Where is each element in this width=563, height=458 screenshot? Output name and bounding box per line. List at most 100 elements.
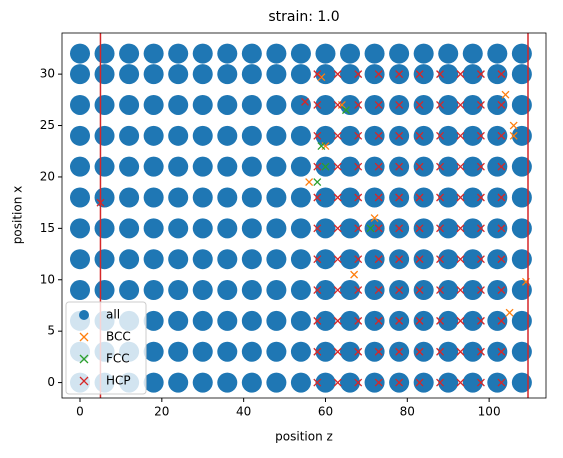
point: [217, 156, 238, 177]
point: [333, 131, 342, 140]
point: [354, 101, 363, 109]
point: [462, 218, 483, 239]
point: [413, 156, 434, 177]
y-tick-label: 5: [47, 324, 55, 338]
point: [436, 286, 444, 295]
point: [217, 310, 238, 331]
point: [436, 101, 444, 109]
point: [168, 310, 189, 331]
point: [487, 341, 508, 362]
point: [511, 187, 532, 208]
x-axis-label: position z: [275, 430, 333, 444]
x-tick-label: 60: [318, 405, 333, 419]
point: [462, 249, 483, 270]
point: [476, 255, 485, 264]
point: [333, 378, 342, 387]
legend-marker: [79, 354, 89, 364]
point: [476, 224, 485, 233]
point: [374, 101, 383, 109]
point: [315, 94, 336, 115]
point: [315, 218, 336, 239]
point: [340, 372, 361, 393]
point: [364, 94, 385, 115]
point: [456, 316, 465, 325]
legend-label: FCC: [106, 352, 130, 366]
point: [497, 193, 506, 202]
point: [476, 101, 485, 109]
point: [241, 310, 262, 331]
point: [456, 378, 465, 387]
point: [94, 280, 115, 301]
point: [487, 94, 508, 115]
point: [413, 249, 434, 270]
point: [487, 310, 508, 331]
point: [456, 193, 465, 202]
point: [487, 187, 508, 208]
point: [315, 372, 336, 393]
point: [476, 286, 485, 295]
point: [413, 310, 434, 331]
point: [497, 347, 506, 356]
point: [364, 125, 385, 146]
point: [415, 286, 424, 295]
point: [487, 218, 508, 239]
point: [374, 70, 383, 79]
point: [217, 372, 238, 393]
point: [436, 162, 444, 171]
point: [354, 193, 363, 202]
y-tick-label: 15: [40, 221, 55, 235]
point: [143, 310, 164, 331]
point: [389, 43, 410, 64]
point: [364, 218, 385, 239]
point: [340, 249, 361, 270]
point: [168, 156, 189, 177]
point: [217, 43, 238, 64]
point: [143, 218, 164, 239]
point: [436, 255, 444, 264]
point: [476, 162, 485, 171]
point: [290, 187, 311, 208]
point: [415, 70, 424, 79]
point: [217, 218, 238, 239]
point: [266, 187, 287, 208]
point: [94, 218, 115, 239]
point: [395, 101, 404, 109]
point: [395, 224, 404, 233]
point: [70, 43, 91, 64]
legend-marker: [79, 310, 89, 320]
point: [415, 193, 424, 202]
point: [321, 162, 330, 171]
point: [313, 224, 322, 233]
point: [476, 193, 485, 202]
x-tick-label: 80: [400, 405, 415, 419]
point: [438, 187, 459, 208]
point: [70, 94, 91, 115]
point: [438, 310, 459, 331]
point: [192, 125, 213, 146]
point: [354, 131, 363, 140]
point: [413, 341, 434, 362]
point: [511, 341, 532, 362]
point: [415, 347, 424, 356]
point: [413, 64, 434, 85]
point: [340, 156, 361, 177]
point: [415, 162, 424, 171]
point: [168, 249, 189, 270]
point: [217, 125, 238, 146]
point: [333, 193, 342, 202]
point: [313, 347, 322, 356]
point: [119, 64, 140, 85]
point: [94, 94, 115, 115]
point: [143, 280, 164, 301]
point: [370, 214, 379, 223]
point: [364, 310, 385, 331]
point: [436, 131, 444, 140]
point: [456, 286, 465, 295]
point: [501, 90, 510, 99]
point: [333, 162, 342, 171]
point: [340, 94, 361, 115]
point: [192, 218, 213, 239]
point: [487, 249, 508, 270]
point: [415, 255, 424, 264]
point: [313, 378, 322, 387]
